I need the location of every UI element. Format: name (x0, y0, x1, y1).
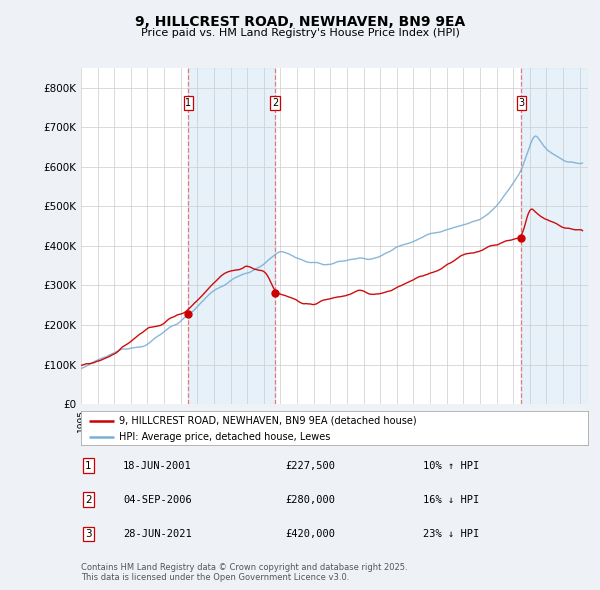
Text: £420,000: £420,000 (285, 529, 335, 539)
Text: 04-SEP-2006: 04-SEP-2006 (123, 495, 192, 504)
Text: 2: 2 (272, 98, 278, 108)
Text: 2: 2 (85, 495, 92, 504)
Text: 28-JUN-2021: 28-JUN-2021 (123, 529, 192, 539)
Text: 10% ↑ HPI: 10% ↑ HPI (423, 461, 479, 470)
Text: Contains HM Land Registry data © Crown copyright and database right 2025.
This d: Contains HM Land Registry data © Crown c… (81, 563, 407, 582)
Text: 1: 1 (85, 461, 92, 470)
Text: 18-JUN-2001: 18-JUN-2001 (123, 461, 192, 470)
Text: £280,000: £280,000 (285, 495, 335, 504)
Text: Price paid vs. HM Land Registry's House Price Index (HPI): Price paid vs. HM Land Registry's House … (140, 28, 460, 38)
Text: 16% ↓ HPI: 16% ↓ HPI (423, 495, 479, 504)
Text: 3: 3 (518, 98, 524, 108)
Text: 3: 3 (85, 529, 92, 539)
Bar (521, 68, 588, 404)
Text: 9, HILLCREST ROAD, NEWHAVEN, BN9 9EA (detached house): 9, HILLCREST ROAD, NEWHAVEN, BN9 9EA (de… (119, 416, 416, 426)
Text: HPI: Average price, detached house, Lewes: HPI: Average price, detached house, Lewe… (119, 432, 331, 442)
Text: 1: 1 (185, 98, 191, 108)
Text: £227,500: £227,500 (285, 461, 335, 470)
Text: 9, HILLCREST ROAD, NEWHAVEN, BN9 9EA: 9, HILLCREST ROAD, NEWHAVEN, BN9 9EA (135, 15, 465, 29)
Text: 23% ↓ HPI: 23% ↓ HPI (423, 529, 479, 539)
Bar (188, 68, 275, 404)
